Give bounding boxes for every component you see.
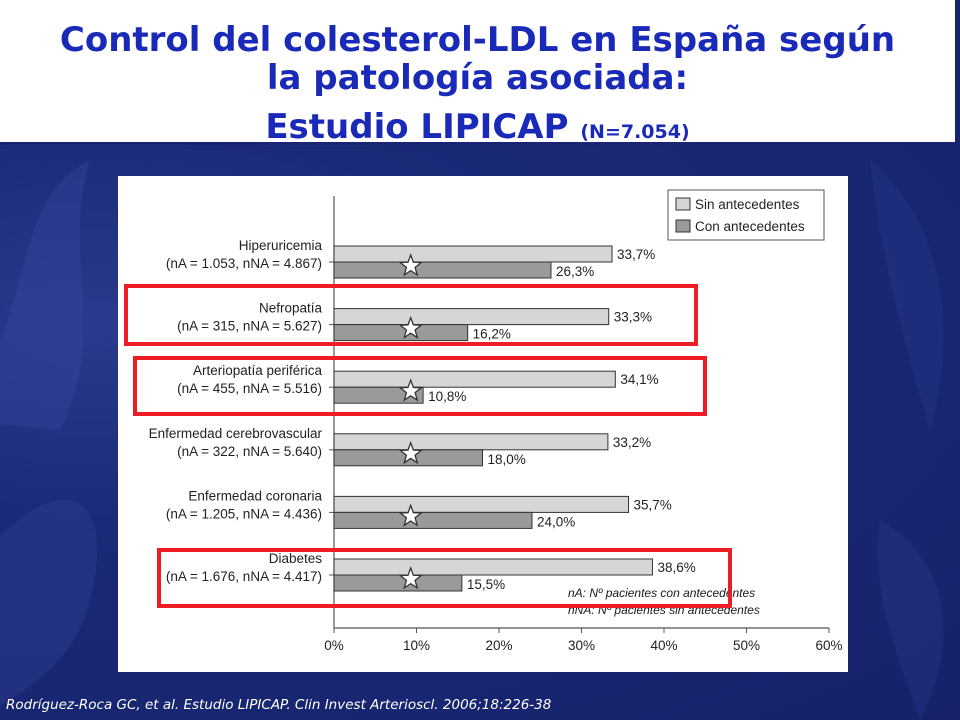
bar-con-antecedentes [333, 574, 463, 592]
citation: Rodríguez-Roca GC, et al. Estudio LIPICA… [6, 697, 552, 713]
significance-star [398, 440, 423, 465]
category-label: Enfermedad coronaria [188, 488, 322, 503]
data-label-con: 18,0% [488, 452, 526, 467]
bar-chart: 0% 10% 20% 30% 40% 50% 60% Hiperuricemia (nA = 1… [124, 189, 843, 653]
category-counts: (nA = 1.676, nNA = 4.417) [166, 569, 322, 584]
category-counts: (nA = 322, nNA = 5.640) [177, 444, 322, 459]
legend-swatch-sin [675, 197, 691, 211]
category-counts: (nA = 1.053, nNA = 4.867) [166, 256, 322, 271]
x-tick-label: 30% [568, 638, 595, 653]
data-label-sin: 35,7% [634, 497, 672, 512]
category-counts: (nA = 1.205, nNA = 4.436) [166, 506, 322, 521]
x-tick-label: 60% [815, 638, 842, 653]
legend-label-sin: Sin antecedentes [695, 197, 800, 212]
significance-star [398, 315, 423, 340]
data-label-sin: 33,7% [617, 247, 655, 262]
category-label: Enfermedad cerebrovascular [149, 426, 323, 441]
study-name: Estudio LIPICAP [265, 107, 569, 147]
category-counts: (nA = 315, nNA = 5.627) [177, 319, 322, 334]
x-tick-label: 40% [650, 638, 677, 653]
category-label: Nefropatía [259, 301, 323, 316]
significance-star [398, 566, 423, 590]
legend-swatch-con [675, 219, 691, 233]
data-label-sin: 33,3% [614, 310, 652, 325]
bar-sin-antecedentes [333, 308, 610, 326]
category-label: Hiperuricemia [239, 238, 323, 253]
data-label-con: 16,2% [473, 327, 511, 342]
data-label-sin: 38,6% [657, 560, 695, 575]
highlight-box [133, 356, 707, 416]
x-tick-label: 10% [403, 638, 430, 653]
sample-size: (N=7.054) [580, 121, 690, 143]
slide-title-line1: Control del colesterol-LDL en España seg… [59, 20, 896, 60]
data-label-con: 26,3% [556, 264, 594, 279]
bar-sin-antecedentes [333, 433, 609, 451]
data-label-con: 10,8% [428, 389, 466, 404]
title-box: Control del colesterol-LDL en España seg… [0, 0, 955, 147]
bar-con-antecedentes [333, 324, 469, 342]
bar-con-antecedentes [333, 511, 533, 529]
highlight-box [124, 284, 698, 346]
bar-sin-antecedentes [333, 245, 613, 263]
x-tick-label: 50% [733, 638, 760, 653]
data-label-con: 24,0% [537, 514, 575, 529]
legend-box [667, 189, 825, 241]
highlight-box [157, 548, 732, 608]
data-label-con: 15,5% [467, 577, 505, 592]
category-label: Arteriopatía periférica [193, 363, 323, 378]
x-tick-label: 0% [324, 638, 344, 653]
data-label-sin: 34,1% [620, 372, 658, 387]
data-label-sin: 33,2% [613, 435, 651, 450]
chart-panel: 0% 10% 20% 30% 40% 50% 60% Hiperuricemia (nA = 1… [118, 176, 848, 672]
slide-title-line3: Estudio LIPICAP (N=7.054) [0, 106, 955, 153]
slide-title-line2: la patología asociada: [266, 58, 689, 98]
significance-star [398, 503, 423, 527]
x-tick-label: 20% [485, 638, 512, 653]
category-label: Diabetes [269, 551, 323, 566]
note-na: nA: Nº pacientes con antecedentes [568, 586, 755, 600]
significance-star [398, 378, 423, 402]
significance-star [398, 253, 423, 277]
bar-sin-antecedentes [333, 495, 630, 513]
bar-sin-antecedentes [333, 558, 653, 576]
category-counts: (nA = 455, nNA = 5.516) [177, 381, 322, 396]
legend-label-con: Con antecedentes [695, 219, 805, 234]
bar-sin-antecedentes [333, 370, 616, 388]
bar-con-antecedentes [333, 386, 424, 404]
bar-con-antecedentes [333, 261, 552, 279]
